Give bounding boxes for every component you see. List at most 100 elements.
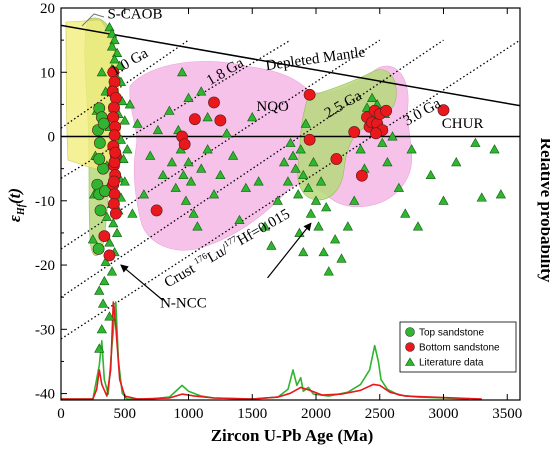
literature-data-point <box>282 176 294 186</box>
literature-data-point <box>393 182 404 192</box>
literature-data-point <box>298 169 309 180</box>
literature-data-point <box>425 169 436 180</box>
x-axis-label: Zircon U-Pb Age (Ma) <box>211 426 374 445</box>
literature-data-point <box>109 34 120 45</box>
literature-data-point <box>101 211 113 221</box>
literature-data-point <box>202 112 213 122</box>
literature-data-point <box>294 227 305 237</box>
literature-data-point <box>323 266 334 276</box>
literature-data-point <box>185 176 197 186</box>
literature-data-point <box>196 163 207 173</box>
literature-data-point <box>108 218 119 228</box>
literature-data-point <box>145 150 156 160</box>
bottom-sandstone-point <box>178 138 191 151</box>
literature-data-point <box>303 182 314 192</box>
literature-data-point <box>293 189 304 199</box>
x-tick-label: 1000 <box>174 406 204 422</box>
y-axis-label: εHf(t) <box>5 188 27 222</box>
literature-data-point <box>287 150 299 160</box>
crust-line-3-0-ga <box>61 39 444 298</box>
literature-data-point <box>240 182 251 192</box>
literature-data-point <box>300 118 311 128</box>
literature-data-point <box>104 311 115 321</box>
x-tick-label: 1500 <box>237 406 267 422</box>
literature-data-point <box>313 221 324 231</box>
arrow-n-ncc <box>120 264 164 301</box>
literature-data-point <box>202 144 213 154</box>
literature-data-point <box>94 285 105 295</box>
arrow-crust-line <box>267 222 312 279</box>
y-tick-label: 10 <box>40 65 55 81</box>
literature-data-point <box>104 237 115 247</box>
legend-label-literature-data: Literature data <box>419 358 484 369</box>
label-n-ncc: N-NCC <box>160 295 207 311</box>
literature-data-point <box>111 47 123 57</box>
x-tick-label: 2000 <box>301 406 331 422</box>
bottom-sandstone-point <box>303 133 316 146</box>
literature-data-point <box>152 124 164 135</box>
literature-data-point <box>247 112 258 122</box>
probability-curve-bottom-sandstone <box>61 301 482 400</box>
literature-data-point <box>259 221 271 231</box>
literature-data-point <box>349 195 360 205</box>
literature-data-point <box>318 246 329 257</box>
literature-data-point <box>106 266 118 276</box>
literature-data-point <box>266 240 277 250</box>
literature-data-point <box>285 137 296 147</box>
literature-data-point <box>321 201 332 212</box>
crust-line-outer <box>61 39 520 340</box>
top-sandstone-point <box>97 117 110 130</box>
literature-data-point <box>100 256 111 266</box>
literature-data-point <box>119 176 130 186</box>
literature-data-point <box>221 128 232 138</box>
literature-data-point <box>183 92 194 102</box>
literature-data-point <box>377 137 388 147</box>
data-points <box>87 22 506 353</box>
x-tick-label: 0 <box>57 406 65 422</box>
legend-marker-literature-data <box>404 357 416 366</box>
literature-data-point <box>215 169 226 180</box>
bottom-sandstone-point <box>370 127 382 140</box>
literature-data-point <box>253 176 264 186</box>
bottom-sandstone-point <box>208 96 220 109</box>
bottom-sandstone-point <box>108 129 121 142</box>
literature-data-point <box>295 144 306 154</box>
literature-data-point <box>387 131 398 141</box>
literature-data-point <box>166 157 178 167</box>
x-tick-label: 3500 <box>492 406 522 422</box>
n-ncc-field-east <box>297 69 397 201</box>
literature-data-point <box>298 246 309 257</box>
right-axis-label: Relative probability <box>537 138 550 283</box>
literature-data-point <box>178 169 189 180</box>
literature-data-point <box>157 169 169 180</box>
literature-data-point <box>470 137 481 147</box>
y-axis-label-tail: (t) <box>5 188 24 204</box>
literature-data-point <box>170 182 181 192</box>
label-s-caob: S-CAOB <box>107 6 162 22</box>
literature-data-point <box>164 105 175 115</box>
legend-label-top-sandstone: Top sandstone <box>419 328 484 339</box>
legend-box <box>399 321 517 373</box>
literature-data-point <box>196 86 207 96</box>
label-chur: CHUR <box>442 116 484 132</box>
literature-data-point <box>412 221 424 231</box>
top-sandstone-point <box>93 137 106 149</box>
bottom-sandstone-point <box>109 92 122 104</box>
literature-data-point <box>132 118 143 128</box>
plot-frame <box>60 7 521 401</box>
bottom-sandstone-point <box>303 88 316 101</box>
bottom-sandstone-point <box>355 169 368 182</box>
literature-data-point <box>272 195 283 205</box>
literature-data-point <box>188 208 199 218</box>
literature-data-point <box>127 208 138 218</box>
literature-data-point <box>180 195 192 205</box>
literature-data-point <box>315 176 327 186</box>
literature-data-point <box>438 195 449 205</box>
literature-data-point <box>94 343 105 353</box>
literature-data-point <box>366 92 378 102</box>
literature-data-point <box>400 208 411 218</box>
bottom-sandstone-point <box>109 146 122 159</box>
x-axis: 0 500 1000 1500 2000 2500 3000 3500 <box>57 8 522 422</box>
literature-data-point <box>330 234 341 244</box>
literature-data-point <box>234 214 245 225</box>
